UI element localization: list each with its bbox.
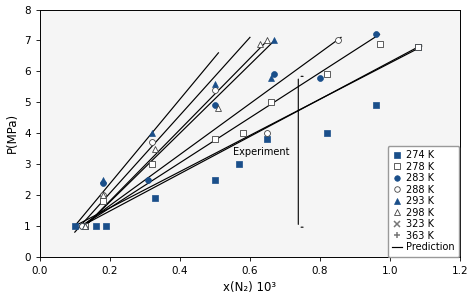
Point [267,75,275,80]
Point [99,199,107,204]
Point [316,75,324,80]
Text: Experiment: Experiment [233,147,290,157]
Point [190,94,198,98]
Point [414,44,422,49]
Point [236,162,243,167]
Point [271,72,278,77]
Point [256,41,264,46]
Point [99,177,107,182]
Point [215,106,222,111]
Point [71,230,79,235]
Point [96,190,103,194]
Point [148,140,155,145]
Point [78,224,86,228]
Point [414,44,422,49]
Point [99,193,107,197]
Point [264,38,271,43]
Y-axis label: P(MPa): P(MPa) [6,113,18,153]
Point [323,72,331,77]
Point [264,137,271,142]
Point [78,224,86,228]
Point [372,103,380,108]
Point [334,38,341,43]
Point [211,103,219,108]
Point [215,50,222,55]
Point [264,131,271,136]
Point [82,224,89,228]
Point [82,224,89,228]
Point [152,146,159,151]
Point [211,81,219,86]
Point [152,196,159,200]
Point [99,180,107,185]
Point [71,224,79,228]
Point [323,131,331,136]
Point [71,224,79,228]
Point [148,162,155,167]
Point [246,38,254,43]
Point [148,131,155,136]
Point [92,224,100,228]
Point [180,53,187,58]
Point [99,193,107,197]
Point [271,38,278,43]
Point [141,146,149,151]
Point [211,177,219,182]
Legend: 274 K, 278 K, 283 K, 288 K, 293 K, 298 K, 323 K, 363 K, Prediction: 274 K, 278 K, 283 K, 288 K, 293 K, 298 K… [388,146,459,257]
Point [82,224,89,228]
Point [102,224,110,228]
Point [267,100,275,105]
Point [96,152,103,157]
Point [372,32,380,37]
Point [376,41,383,46]
Point [137,106,145,111]
Point [211,137,219,142]
Point [239,131,247,136]
Point [211,88,219,92]
Point [145,177,152,182]
X-axis label: x(N₂) 10³: x(N₂) 10³ [223,281,276,294]
